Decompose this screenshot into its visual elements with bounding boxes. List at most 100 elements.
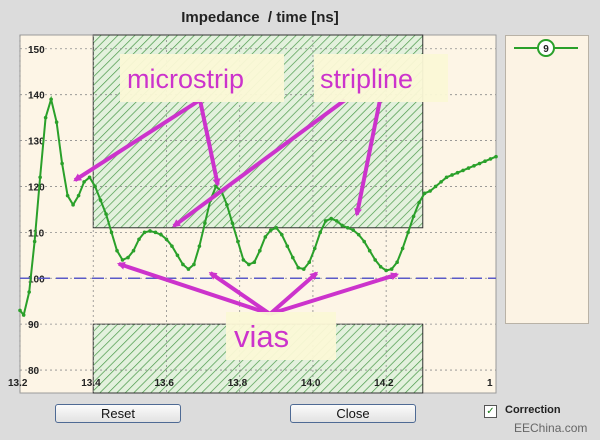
legend-panel: 9 (505, 35, 589, 324)
series-point (27, 290, 31, 294)
x-tick-label: 14.2 (374, 378, 394, 389)
annotation-arrow (269, 272, 400, 316)
series-point (87, 175, 92, 180)
series-point (384, 268, 388, 273)
series-point (49, 97, 53, 102)
series-point (269, 228, 273, 232)
series-point (351, 228, 356, 232)
annotation-arrow (116, 261, 271, 316)
series-point (126, 255, 130, 260)
series-point (175, 253, 180, 258)
x-tick-label: 14.0 (301, 378, 321, 389)
x-tick-label: 13.8 (228, 378, 248, 389)
series-point (296, 265, 301, 270)
series-point (285, 244, 290, 248)
x-tick-label: 1 (487, 378, 493, 389)
series-point (247, 262, 251, 267)
series-point (450, 173, 454, 177)
series-point (263, 235, 268, 239)
series-point (131, 248, 136, 253)
series-point (115, 248, 119, 253)
y-tick-label: 150 (28, 45, 45, 56)
series-point (76, 193, 81, 198)
series-point (466, 166, 471, 170)
series-point (258, 248, 262, 253)
y-tick-label: 130 (28, 137, 45, 148)
annotation-label-stripline: stripline (320, 64, 413, 94)
series-point (433, 184, 438, 189)
reset-button[interactable]: Reset (55, 404, 181, 423)
y-tick-label: 110 (28, 228, 45, 239)
series-point (494, 154, 498, 159)
x-tick-label: 13.2 (8, 378, 28, 389)
series-point (301, 267, 306, 271)
series-point (307, 260, 312, 264)
series-point (65, 193, 70, 198)
annotation-box (120, 54, 284, 102)
series-point (439, 180, 443, 184)
y-tick-label: 140 (28, 91, 45, 102)
series-point (137, 237, 141, 242)
series-point (444, 175, 449, 180)
series-point (252, 260, 257, 264)
annotation-label-microstrip: microstrip (127, 64, 244, 94)
series-point (71, 203, 75, 207)
correction-checkbox[interactable]: ✓ (484, 405, 497, 418)
series-point (120, 258, 125, 262)
series-point (400, 246, 405, 251)
series-point (197, 244, 202, 248)
series-point (93, 184, 97, 189)
series-point (406, 230, 410, 235)
series-point (225, 203, 229, 207)
series-point (186, 267, 191, 271)
series-point (236, 239, 240, 244)
chart-title: Impedance / time [ns] (181, 9, 339, 26)
y-tick-label: 80 (28, 366, 40, 377)
annotation-box (226, 312, 336, 360)
series-point (488, 157, 493, 161)
series-point (477, 161, 482, 166)
series-point (312, 246, 317, 251)
series-point (148, 229, 152, 233)
correction-label: Correction (505, 404, 561, 416)
annotation-label-vias: vias (234, 319, 289, 354)
series-point (472, 164, 476, 168)
series-point (21, 313, 26, 317)
series-point (323, 219, 328, 223)
series-point (411, 214, 416, 219)
series-point (142, 230, 147, 235)
series-point (181, 262, 185, 267)
legend-entry: 9 (514, 39, 578, 57)
annotation-arrow (172, 98, 347, 228)
series-point (214, 184, 218, 189)
series-point (395, 260, 399, 264)
series-point (373, 258, 377, 262)
close-button[interactable]: Close (290, 404, 416, 423)
annotation-box (314, 54, 448, 102)
series-point (318, 230, 323, 235)
series-point (104, 212, 108, 216)
series-point (290, 255, 295, 260)
series-point (230, 221, 235, 225)
series-point (98, 198, 103, 203)
watermark: EEChina.com (514, 421, 588, 435)
series-point (356, 232, 361, 237)
series-point (428, 189, 432, 193)
series-point (241, 258, 246, 262)
annotation-arrow (208, 271, 272, 316)
x-tick-label: 13.4 (81, 378, 101, 389)
series-point (203, 221, 207, 225)
series-point (280, 232, 284, 237)
series-point (417, 200, 421, 205)
y-tick-label: 120 (28, 182, 45, 193)
series-point (38, 175, 42, 180)
series-point (274, 225, 279, 230)
annotation-arrow (73, 98, 202, 182)
series-point (18, 308, 22, 313)
legend-label: 9 (543, 44, 549, 55)
y-tick-label: 100 (28, 274, 45, 285)
series-point (109, 230, 114, 235)
annotation-arrow (354, 99, 382, 217)
series-point (345, 225, 350, 230)
